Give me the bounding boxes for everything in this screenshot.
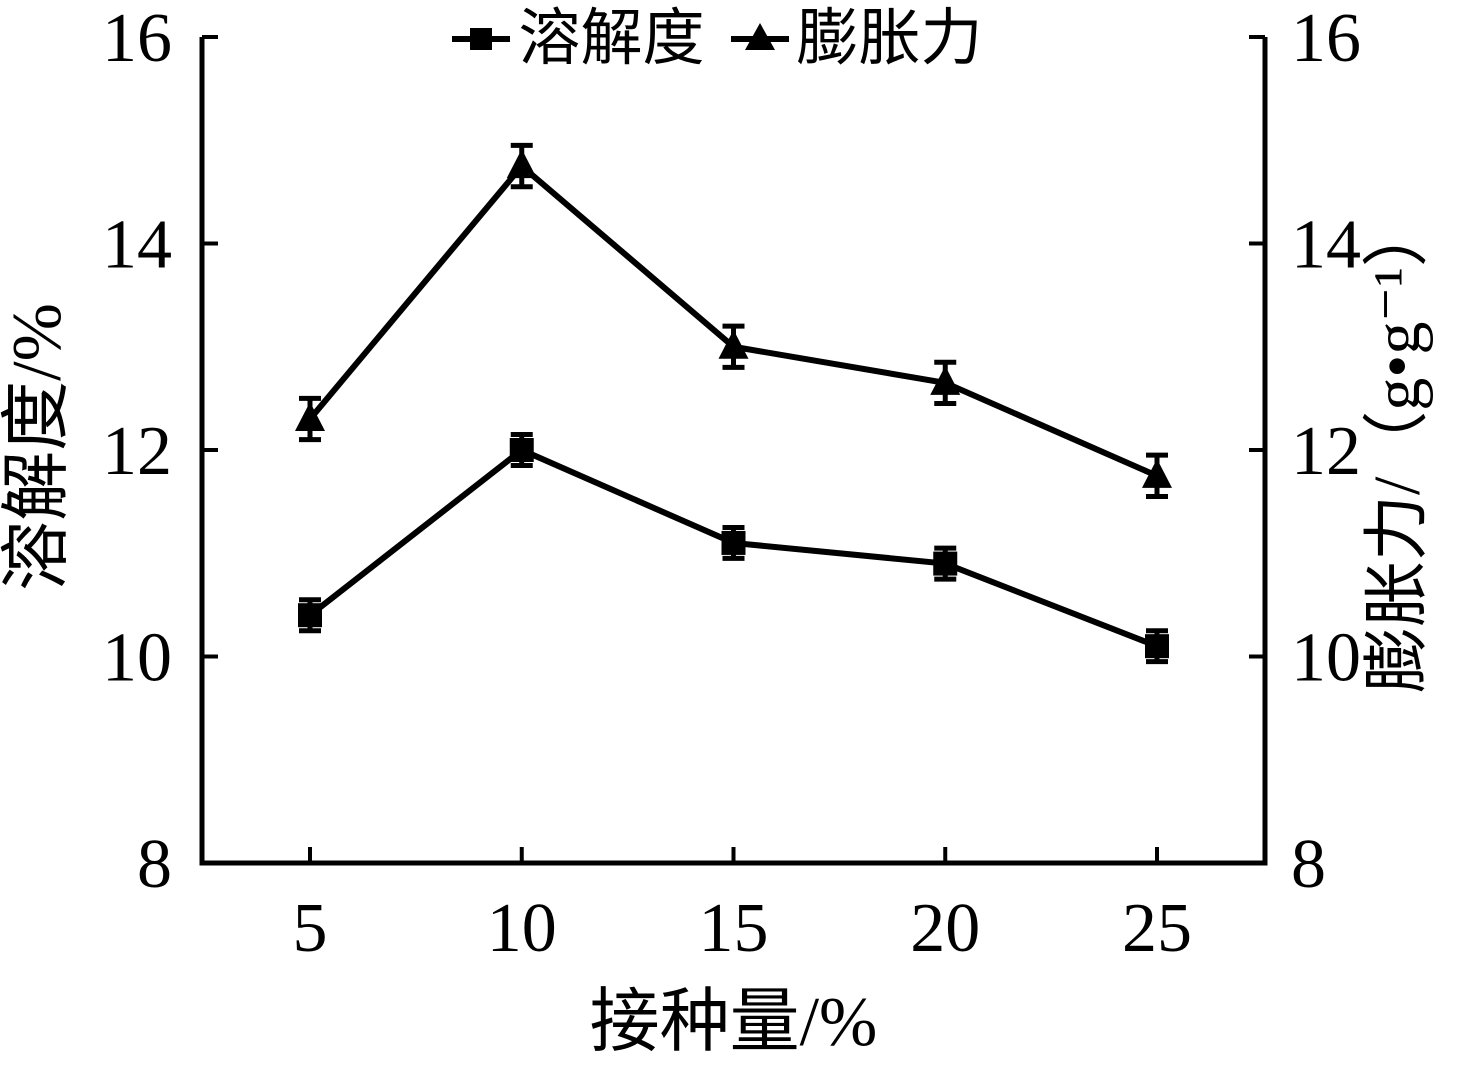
legend-item-swelling: 膨胀力	[730, 5, 983, 73]
right-y-tick-label: 16	[1291, 0, 1361, 77]
x-axis-title: 接种量/%	[589, 984, 878, 1061]
swelling-series-line	[307, 161, 1159, 479]
right-y-tick-label: 10	[1291, 620, 1361, 697]
triangle-marker-icon	[506, 149, 537, 179]
triangle-marker-icon	[718, 329, 749, 359]
legend-label-solubility: 溶解度	[518, 5, 705, 73]
left-y-tick-label: 14	[102, 207, 172, 284]
right-y-tick-label: 12	[1291, 413, 1361, 490]
triangle-marker-icon	[930, 365, 961, 395]
x-tick-label: 15	[699, 890, 769, 967]
x-tick-label: 5	[293, 890, 328, 967]
left-y-tick-label: 16	[102, 0, 172, 77]
triangle-marker-icon	[1142, 458, 1172, 488]
triangle-marker-icon	[295, 402, 325, 432]
x-tick-label: 10	[487, 890, 557, 967]
right-y-tick-label: 14	[1291, 207, 1361, 284]
square-marker-icon	[721, 530, 746, 555]
legend-label-swelling: 膨胀力	[796, 5, 983, 73]
legend-triangle-marker-icon	[730, 23, 789, 50]
chart-legend: 溶解度 膨胀力	[0, 0, 1435, 78]
square-marker-icon	[1145, 634, 1169, 659]
square-marker-icon	[933, 551, 958, 576]
x-tick-label: 25	[1122, 890, 1192, 967]
left-y-tick-label: 8	[137, 826, 172, 903]
left-y-tick-label: 10	[102, 620, 172, 697]
square-marker-icon	[298, 603, 322, 628]
legend-square-marker-icon	[452, 28, 511, 50]
left-y-tick-label: 12	[102, 413, 172, 490]
x-tick-label: 20	[910, 890, 980, 967]
square-marker-icon	[509, 438, 534, 462]
legend-item-solubility: 溶解度	[452, 5, 705, 73]
right-y-tick-label: 8	[1291, 826, 1326, 903]
